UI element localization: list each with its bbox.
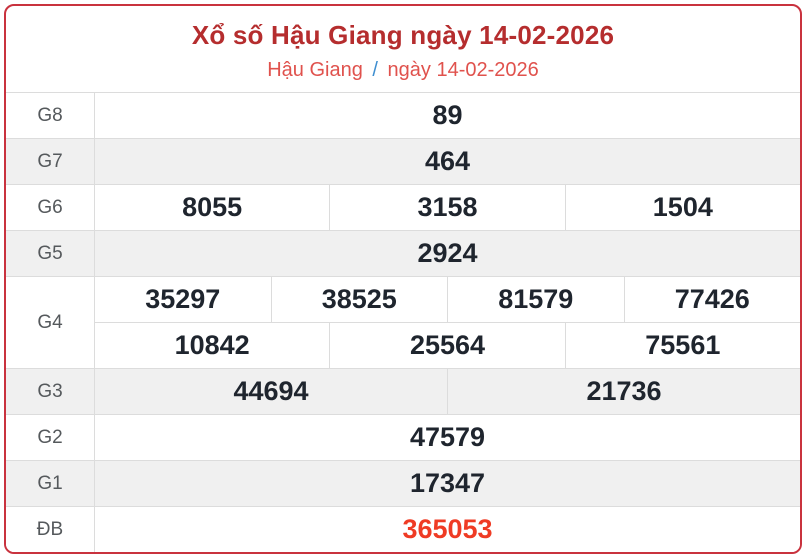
page-title: Xổ số Hậu Giang ngày 14-02-2026 — [191, 20, 615, 50]
prize-label: G8 — [6, 93, 95, 138]
breadcrumb-separator: / — [372, 59, 378, 81]
prize-label: G3 — [6, 369, 95, 414]
prize-label: G4 — [6, 277, 95, 368]
prize-label: G5 — [6, 231, 95, 276]
breadcrumb-date: ngày 14-02-2026 — [387, 59, 539, 81]
lottery-results-card: Xổ số Hậu Giang ngày 14-02-2026 Hậu Gian… — [4, 4, 802, 554]
prize-number: 44694 — [233, 376, 309, 406]
prize-number: 1504 — [564, 185, 800, 230]
prize-row-g8: G8 89 — [6, 93, 800, 138]
prize-number: 81579 — [447, 277, 624, 322]
results-header: Xổ số Hậu Giang ngày 14-02-2026 Hậu Gian… — [6, 6, 800, 92]
prize-row-db: ĐB 365053 — [6, 506, 800, 552]
prize-row-g3: G3 44694 21736 — [6, 368, 800, 414]
prize-number: 21736 — [447, 369, 800, 414]
prize-label: G1 — [6, 461, 95, 506]
prize-number: 464 — [424, 146, 471, 176]
prize-number: 77426 — [623, 277, 801, 322]
prize-number: 89 — [432, 100, 463, 130]
prize-row-g7: G7 464 — [6, 138, 800, 184]
prize-number: 3158 — [329, 185, 564, 230]
prize-number: 75561 — [564, 323, 800, 368]
breadcrumb: Hậu Giang / ngày 14-02-2026 — [267, 59, 539, 82]
prize-number: 38525 — [270, 277, 448, 322]
prize-row-g1: G1 17347 — [6, 460, 800, 506]
prize-number: 8055 — [182, 192, 243, 222]
prize-number: 10842 — [174, 330, 250, 360]
prize-label: ĐB — [6, 507, 95, 552]
prize-row-g5: G5 2924 — [6, 230, 800, 276]
breadcrumb-region-link[interactable]: Hậu Giang — [267, 59, 363, 81]
prize-number: 17347 — [409, 468, 486, 498]
prize-number: 2924 — [417, 238, 478, 268]
prize-row-g6: G6 8055 3158 1504 — [6, 184, 800, 230]
prize-row-g4: G4 35297 38525 81579 77426 10842 25564 7… — [6, 276, 800, 368]
prize-number: 35297 — [145, 284, 221, 314]
prize-table: G8 89 G7 464 G6 8055 3158 1504 G5 2924 — [6, 92, 800, 552]
prize-number: 47579 — [409, 422, 486, 452]
prize-label: G2 — [6, 415, 95, 460]
prize-label: G7 — [6, 139, 95, 184]
prize-label: G6 — [6, 185, 95, 230]
prize-number: 25564 — [329, 323, 564, 368]
prize-row-g2: G2 47579 — [6, 414, 800, 460]
jackpot-number: 365053 — [402, 514, 493, 544]
